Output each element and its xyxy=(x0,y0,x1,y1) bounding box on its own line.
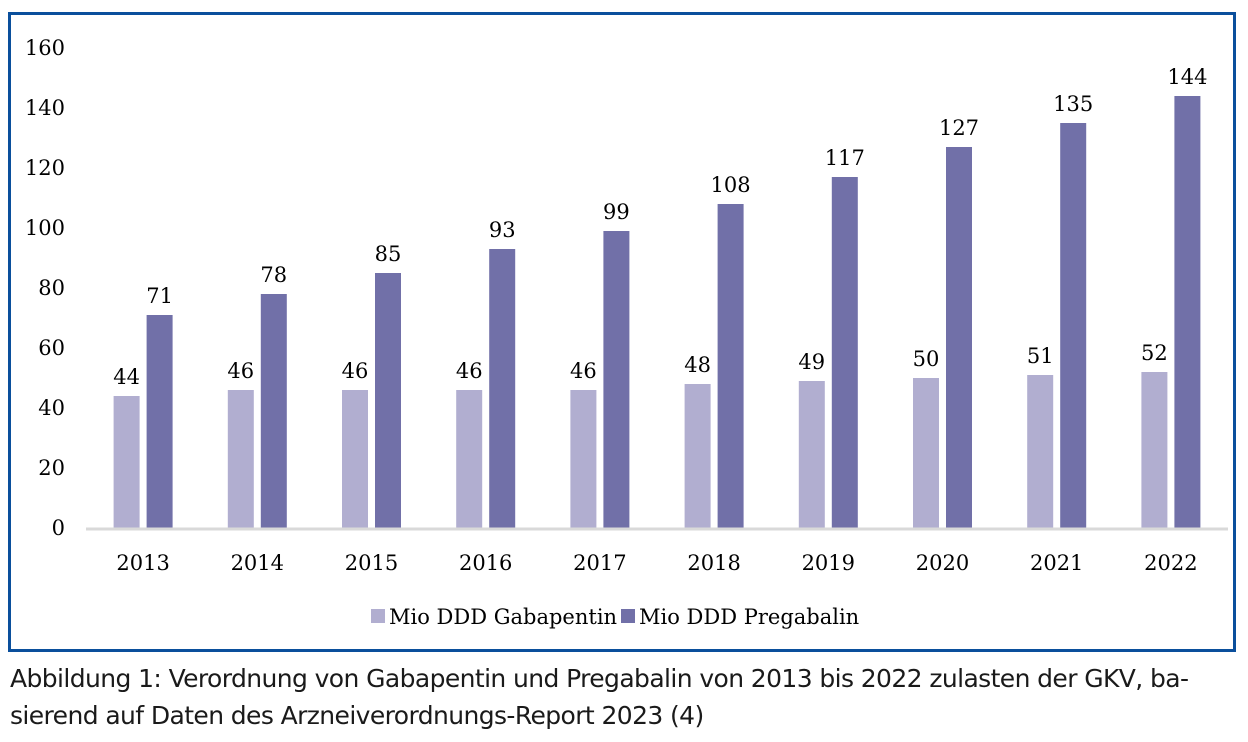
x-tick-label: 2014 xyxy=(231,551,284,575)
caption-line-2: sierend auf Daten des Arzneiverordnungs-… xyxy=(10,701,704,730)
y-tick-label: 20 xyxy=(38,456,65,480)
data-label-gabapentin-2017: 46 xyxy=(570,359,597,383)
y-tick-label: 160 xyxy=(25,36,65,60)
bar-pregabalin-2022 xyxy=(1174,96,1201,528)
y-axis-ticks: 0 20 40 60 80 100 120 140 160 xyxy=(25,36,65,540)
bar-pregabalin-2016 xyxy=(489,249,516,528)
data-label-pregabalin-2019: 117 xyxy=(825,146,865,170)
data-label-pregabalin-2014: 78 xyxy=(260,263,287,287)
x-tick-label: 2016 xyxy=(459,551,512,575)
data-label-pregabalin-2020: 127 xyxy=(939,116,979,140)
y-tick-label: 100 xyxy=(25,216,65,240)
y-tick-label: 120 xyxy=(25,156,65,180)
data-label-pregabalin-2022: 144 xyxy=(1167,65,1207,89)
bar-gabapentin-2018 xyxy=(684,384,711,528)
x-tick-label: 2020 xyxy=(916,551,969,575)
data-label-pregabalin-2021: 135 xyxy=(1053,92,1093,116)
data-label-pregabalin-2015: 85 xyxy=(375,242,402,266)
bar-pregabalin-2020 xyxy=(946,147,972,528)
data-label-gabapentin-2020: 50 xyxy=(913,347,940,371)
x-tick-label: 2019 xyxy=(802,551,855,575)
x-tick-label: 2022 xyxy=(1144,551,1197,575)
data-label-gabapentin-2016: 46 xyxy=(456,359,483,383)
data-label-pregabalin-2013: 71 xyxy=(146,284,173,308)
x-tick-label: 2013 xyxy=(116,551,169,575)
bar-pregabalin-2014 xyxy=(260,294,287,528)
bar-gabapentin-2013 xyxy=(113,396,140,528)
bar-pregabalin-2017 xyxy=(603,231,630,528)
x-tick-label: 2017 xyxy=(573,551,626,575)
legend-swatch-gabapentin xyxy=(371,609,385,623)
x-tick-label: 2018 xyxy=(687,551,740,575)
x-tick-label: 2021 xyxy=(1030,551,1083,575)
bar-pregabalin-2019 xyxy=(831,177,858,528)
y-tick-label: 140 xyxy=(25,96,65,120)
y-tick-label: 0 xyxy=(52,516,65,540)
data-label-pregabalin-2016: 93 xyxy=(489,218,516,242)
x-tick-label: 2015 xyxy=(345,551,398,575)
y-tick-label: 60 xyxy=(38,336,65,360)
bar-pregabalin-2013 xyxy=(146,315,173,528)
data-label-gabapentin-2018: 48 xyxy=(684,353,711,377)
data-label-gabapentin-2019: 49 xyxy=(798,350,825,374)
data-label-pregabalin-2017: 99 xyxy=(603,200,630,224)
data-label-gabapentin-2015: 46 xyxy=(342,359,369,383)
bar-gabapentin-2022 xyxy=(1141,372,1168,528)
data-label-gabapentin-2014: 46 xyxy=(227,359,254,383)
bar-gabapentin-2021 xyxy=(1027,375,1054,528)
data-label-gabapentin-2022: 52 xyxy=(1141,341,1168,365)
bar-pregabalin-2018 xyxy=(717,204,744,528)
bar-gabapentin-2017 xyxy=(570,390,597,528)
y-tick-label: 80 xyxy=(38,276,65,300)
data-label-pregabalin-2018: 108 xyxy=(711,173,751,197)
data-label-gabapentin-2013: 44 xyxy=(113,365,140,389)
caption-line-1: Abbildung 1: Verordnung von Gabapentin u… xyxy=(10,664,1189,693)
figure-caption: Abbildung 1: Verordnung von Gabapentin u… xyxy=(10,660,1240,734)
bar-pregabalin-2021 xyxy=(1060,123,1087,528)
legend-swatch-pregabalin xyxy=(621,609,635,623)
data-labels: 44 71 46 78 46 85 46 93 46 99 48 108 49 117 50 127 51 135… xyxy=(113,65,1207,389)
data-label-gabapentin-2021: 51 xyxy=(1027,344,1054,368)
legend-label-gabapentin: Mio DDD Gabapentin xyxy=(389,605,617,629)
legend: Mio DDD Gabapentin Mio DDD Pregabalin xyxy=(371,605,859,629)
bar-gabapentin-2019 xyxy=(798,381,825,528)
bars xyxy=(113,96,1201,528)
y-tick-label: 40 xyxy=(38,396,65,420)
bar-gabapentin-2014 xyxy=(227,390,254,528)
legend-label-pregabalin: Mio DDD Pregabalin xyxy=(639,605,859,629)
bar-gabapentin-2020 xyxy=(913,378,939,528)
x-axis-labels: 2013 2014 2015 2016 2017 2018 2019 2020 2021 2022 xyxy=(116,551,1197,575)
bar-pregabalin-2015 xyxy=(375,273,401,528)
bar-gabapentin-2016 xyxy=(456,390,483,528)
bar-gabapentin-2015 xyxy=(342,390,368,528)
